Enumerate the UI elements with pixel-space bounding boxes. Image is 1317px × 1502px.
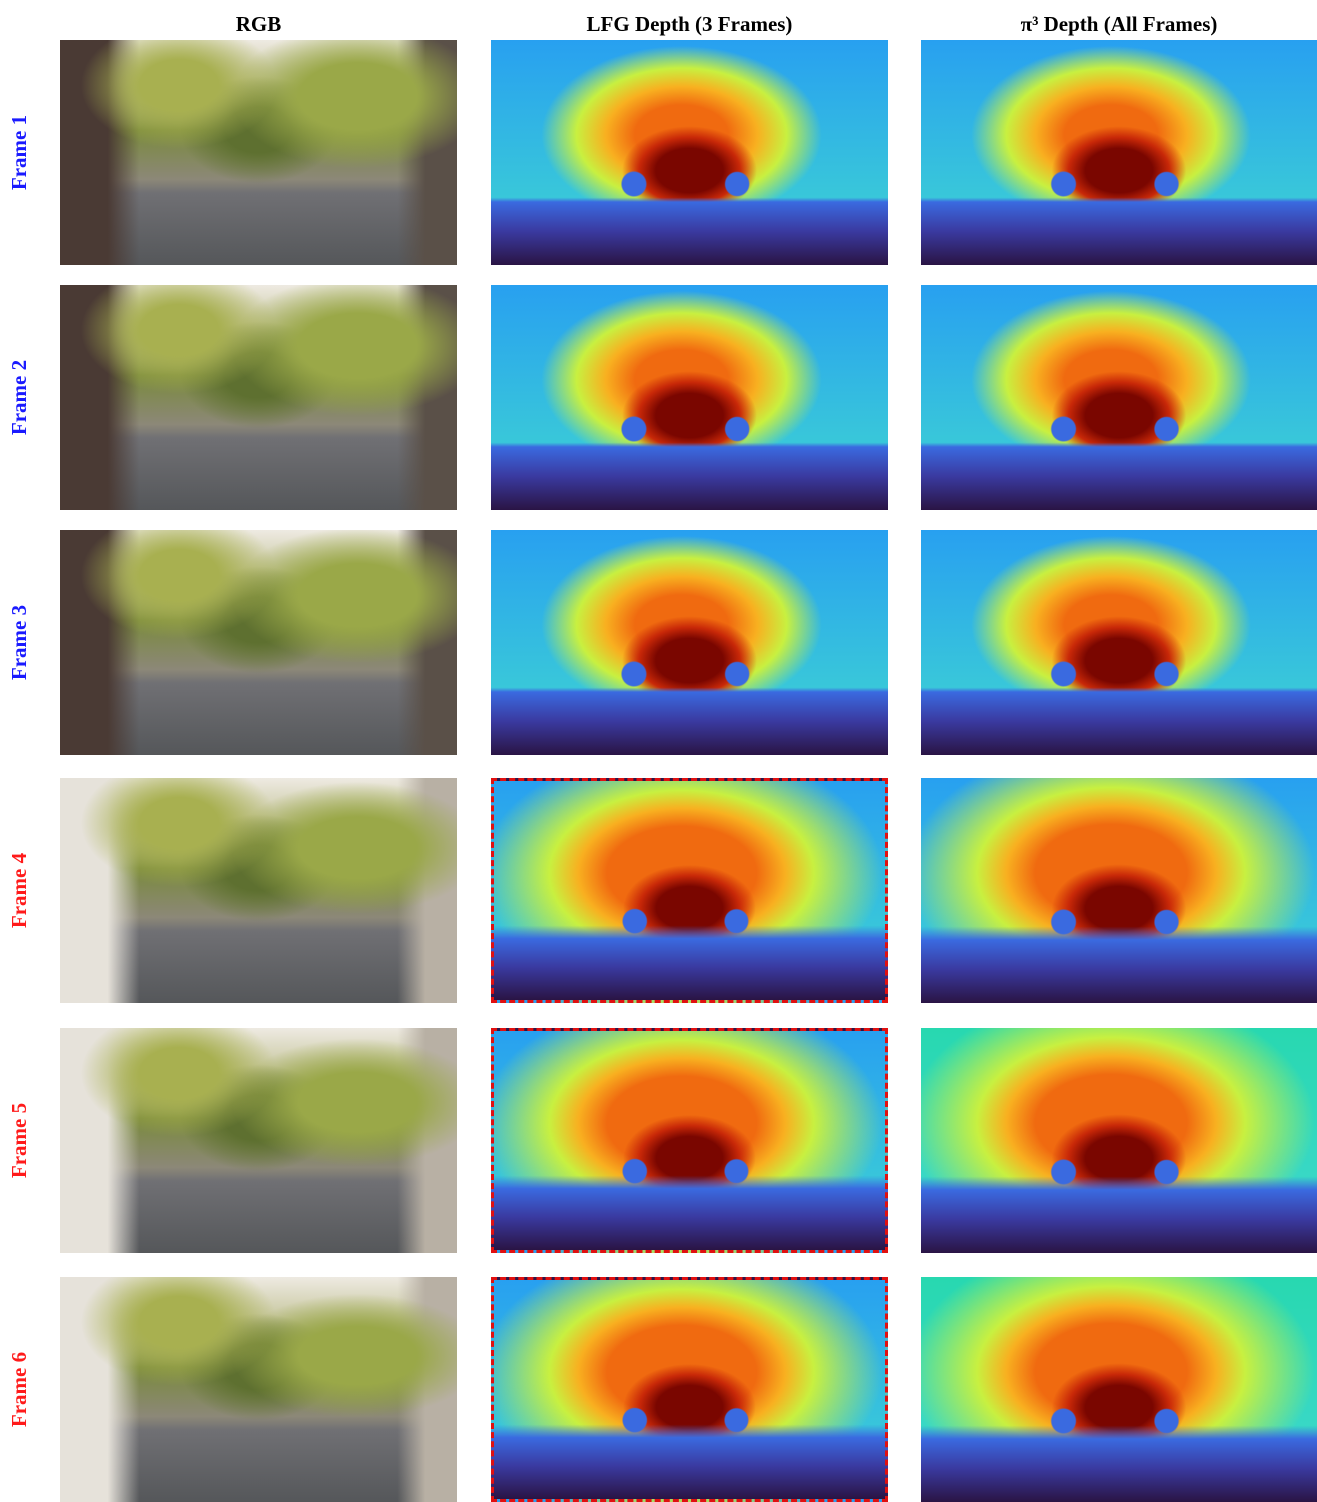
row-label: Frame 2	[0, 285, 40, 510]
pi3-depth-image	[921, 40, 1317, 265]
rgb-image	[60, 1277, 457, 1502]
row-label: Frame 1	[0, 40, 40, 265]
column-header: π³ Depth (All Frames)	[921, 10, 1317, 38]
lfg-depth-image	[491, 1277, 888, 1502]
row-label-text: Frame 3	[8, 605, 33, 680]
rgb-image	[60, 285, 457, 510]
lfg-depth-image	[491, 1028, 888, 1253]
lfg-depth-image	[491, 530, 888, 755]
row-label: Frame 6	[0, 1277, 40, 1502]
pi3-depth-image	[921, 778, 1317, 1003]
rgb-image	[60, 530, 457, 755]
pi3-depth-image	[921, 285, 1317, 510]
lfg-depth-image	[491, 40, 888, 265]
rgb-image	[60, 40, 457, 265]
rgb-image	[60, 1028, 457, 1253]
column-header: RGB	[60, 10, 457, 38]
column-header: LFG Depth (3 Frames)	[491, 10, 888, 38]
rgb-image	[60, 778, 457, 1003]
row-label: Frame 3	[0, 530, 40, 755]
figure: RGB LFG Depth (3 Frames) π³ Depth (All Fra…	[0, 0, 1317, 1502]
row-label-text: Frame 5	[8, 1103, 33, 1178]
row-label: Frame 4	[0, 778, 40, 1003]
pi3-depth-image	[921, 1028, 1317, 1253]
lfg-depth-image	[491, 778, 888, 1003]
lfg-depth-image	[491, 285, 888, 510]
pi3-depth-image	[921, 1277, 1317, 1502]
row-label-text: Frame 6	[8, 1352, 33, 1427]
pi3-depth-image	[921, 530, 1317, 755]
row-label-text: Frame 1	[8, 115, 33, 190]
row-label-text: Frame 4	[8, 853, 33, 928]
row-label: Frame 5	[0, 1028, 40, 1253]
row-label-text: Frame 2	[8, 360, 33, 435]
